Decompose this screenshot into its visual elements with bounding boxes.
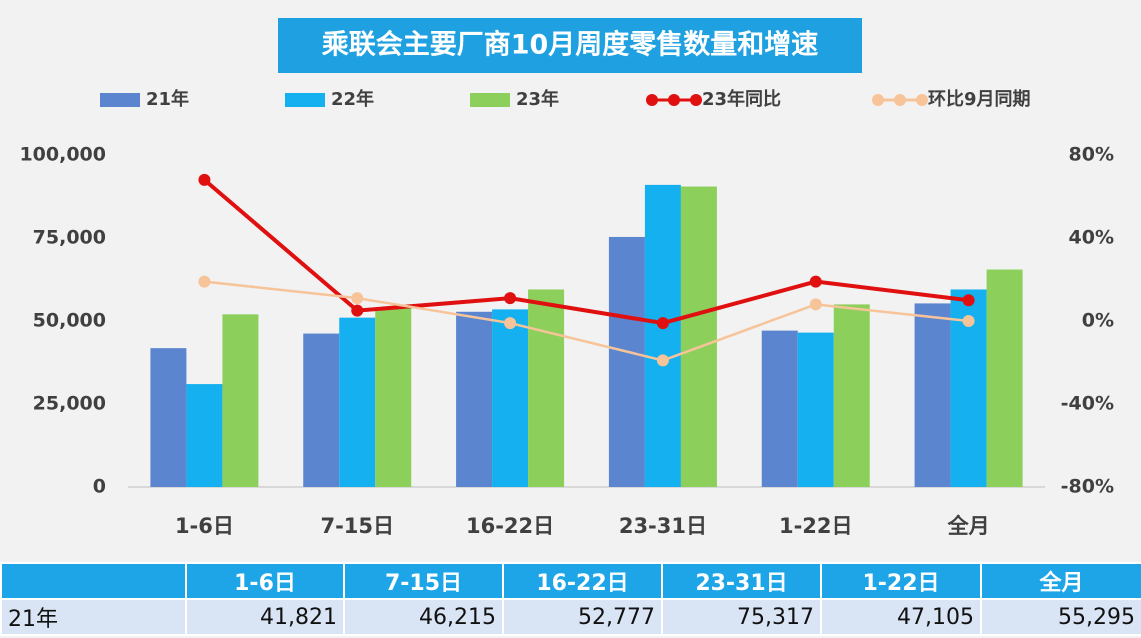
cell: 41,821	[185, 598, 345, 636]
legend-marker	[690, 94, 702, 106]
marker	[198, 173, 211, 186]
marker	[962, 315, 975, 327]
bar	[761, 330, 798, 487]
y-tick-label: 50,000	[33, 310, 106, 332]
cell: 55,295	[980, 598, 1141, 636]
bar	[339, 317, 376, 487]
legend-marker	[916, 94, 928, 106]
bar	[186, 384, 223, 487]
bar	[797, 332, 834, 487]
bar	[528, 289, 565, 487]
legend-swatch	[285, 93, 325, 107]
col-header: 1-22日	[820, 562, 982, 600]
cell: 46,215	[343, 598, 504, 636]
chart: 乘联会主要厂商10月周度零售数量和增速 0 25,000 50,000 75,000 1…	[19, 18, 1114, 538]
row-header: 21年	[0, 598, 187, 636]
legend-label: 21年	[146, 88, 189, 110]
y-tick-label: 0	[93, 476, 106, 498]
col-header: 全月	[980, 562, 1141, 600]
legend-marker	[668, 94, 680, 106]
x-tick-label: 7-15日	[320, 514, 394, 538]
bar	[492, 309, 529, 487]
legend-marker	[894, 94, 906, 106]
bar	[222, 314, 259, 487]
bar	[456, 311, 493, 487]
y-tick-label: 100,000	[19, 144, 106, 166]
line	[203, 178, 969, 326]
marker	[809, 298, 822, 311]
legend-label: 22年	[331, 88, 374, 110]
bar	[303, 333, 340, 487]
col-header: 23-31日	[661, 562, 822, 600]
marker	[351, 292, 364, 305]
x-tick-label: 全月	[947, 514, 990, 538]
marker	[504, 317, 517, 330]
col-header: 1-6日	[185, 562, 345, 600]
y2-tick-label: -40%	[1061, 393, 1114, 415]
legend-label: 23年	[516, 88, 559, 110]
bar	[375, 307, 412, 487]
marker	[809, 275, 822, 288]
table-header: 1-6日 7-15日 16-22日 23-31日 1-22日 全月	[0, 562, 1141, 600]
marker	[656, 354, 669, 367]
marker	[656, 317, 669, 330]
bar	[150, 348, 187, 487]
col-header: 7-15日	[343, 562, 504, 600]
chart-title: 乘联会主要厂商10月周度零售数量和增速	[321, 29, 819, 61]
col-header: 16-22日	[502, 562, 663, 600]
bar	[986, 269, 1023, 487]
y2-tick-label: -80%	[1061, 476, 1114, 498]
table-row: 21年 41,821 46,215 52,777 75,317 47,105 5…	[0, 598, 1141, 636]
y2-tick-label: 40%	[1069, 227, 1114, 249]
corner	[0, 562, 187, 600]
marker	[351, 304, 364, 317]
legend-marker	[646, 94, 658, 106]
legend-label: 23年同比	[702, 88, 781, 110]
bar	[680, 186, 717, 488]
x-tick-label: 23-31日	[619, 514, 707, 538]
x-tick-label: 16-22日	[466, 514, 554, 538]
x-tick-label: 1-6日	[175, 514, 234, 538]
marker	[198, 275, 211, 288]
bar	[914, 303, 951, 487]
y2-tick-label: 80%	[1069, 144, 1114, 166]
cell: 47,105	[820, 598, 982, 636]
data-table: 1-6日 7-15日 16-22日 23-31日 1-22日 全月 21年 41…	[0, 562, 1141, 636]
cell: 52,777	[502, 598, 663, 636]
legend-swatch	[100, 93, 140, 107]
legend-swatch	[470, 93, 510, 107]
marker	[962, 294, 975, 307]
legend-marker	[872, 94, 884, 106]
bar	[644, 184, 681, 487]
title-box	[278, 18, 862, 73]
y2-tick-label: 0%	[1082, 310, 1114, 332]
legend-label: 环比9月同期	[928, 89, 1031, 110]
bar	[833, 304, 870, 487]
bar	[608, 236, 645, 487]
cell: 75,317	[661, 598, 822, 636]
line	[204, 280, 969, 362]
x-tick-label: 1-22日	[779, 514, 853, 538]
marker	[504, 292, 517, 305]
y-tick-label: 25,000	[33, 393, 106, 415]
y-tick-label: 75,000	[33, 227, 106, 249]
